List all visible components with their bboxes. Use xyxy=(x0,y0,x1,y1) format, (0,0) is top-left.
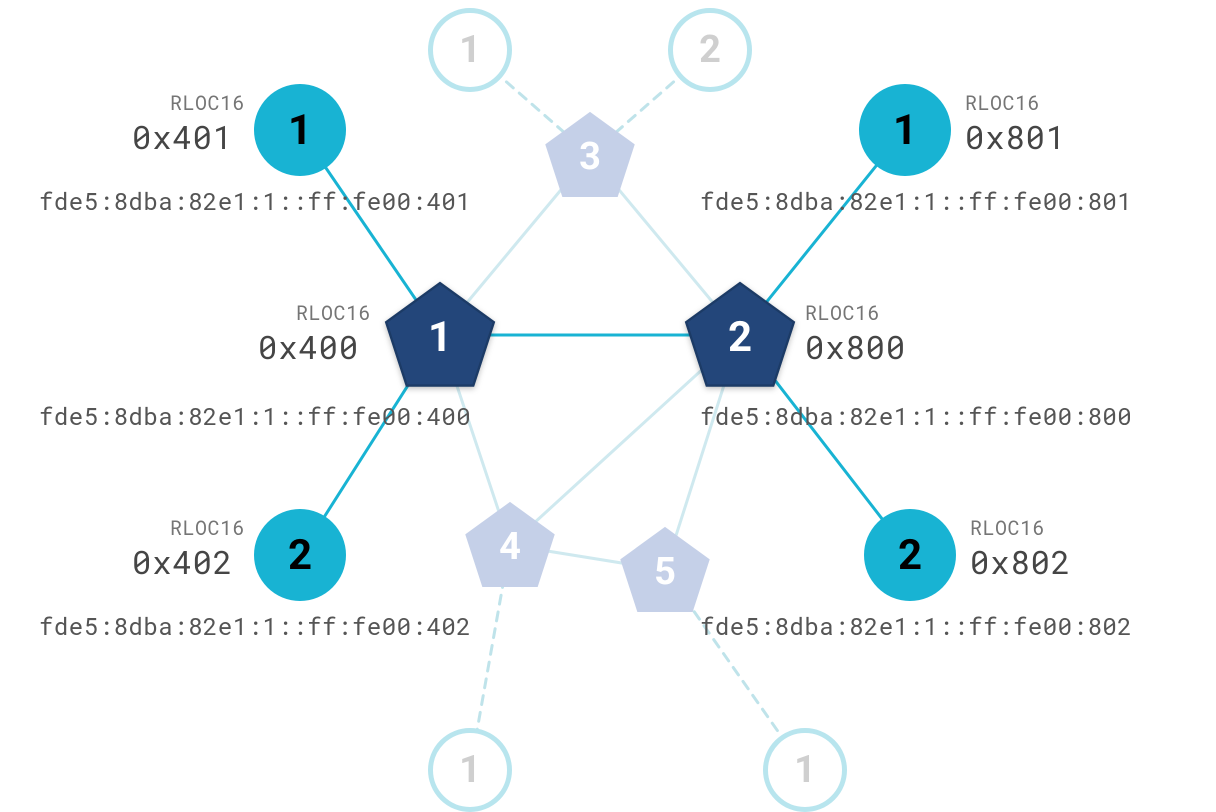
child-node: 1 xyxy=(254,84,346,176)
child-node-label: 2 xyxy=(288,531,312,580)
rloc-caption: RLOC16 xyxy=(170,90,245,116)
child-node-label: 2 xyxy=(699,28,721,72)
router-node-label: 5 xyxy=(654,550,676,594)
router-node: 2 xyxy=(681,276,799,394)
router-node: 3 xyxy=(541,106,639,204)
router-node-label: 1 xyxy=(428,313,452,362)
child-node-label: 1 xyxy=(893,106,917,155)
ipv6-address: fde5:8dba:82e1:1::ff:fe00:400 xyxy=(39,400,471,432)
rloc-caption: RLOC16 xyxy=(805,300,880,326)
router-node: 5 xyxy=(616,521,714,619)
rloc16-value: 0x802 xyxy=(970,540,1071,583)
rloc-caption: RLOC16 xyxy=(296,300,371,326)
child-node-label: 1 xyxy=(459,748,481,792)
child-node: 1 xyxy=(859,84,951,176)
ipv6-address: fde5:8dba:82e1:1::ff:fe00:802 xyxy=(700,610,1132,642)
router-node: 1 xyxy=(381,276,499,394)
rloc-caption: RLOC16 xyxy=(970,515,1045,541)
child-node: 2 xyxy=(864,509,956,601)
ipv6-address: fde5:8dba:82e1:1::ff:fe00:801 xyxy=(700,185,1132,217)
rloc16-value: 0x801 xyxy=(965,115,1066,158)
ipv6-address: fde5:8dba:82e1:1::ff:fe00:800 xyxy=(700,400,1132,432)
rloc-caption: RLOC16 xyxy=(170,515,245,541)
rloc-caption: RLOC16 xyxy=(965,90,1040,116)
ipv6-address: fde5:8dba:82e1:1::ff:fe00:402 xyxy=(39,610,471,642)
child-node-faded: 1 xyxy=(428,728,512,812)
rloc16-value: 0x800 xyxy=(805,325,906,368)
router-node-label: 4 xyxy=(499,525,521,569)
ipv6-address: fde5:8dba:82e1:1::ff:fe00:401 xyxy=(39,185,471,217)
child-node-label: 1 xyxy=(459,28,481,72)
diagram-stage: 1234512121211RLOC160x401fde5:8dba:82e1:1… xyxy=(0,0,1216,812)
child-node-label: 2 xyxy=(898,531,922,580)
router-node: 4 xyxy=(461,496,559,594)
rloc16-value: 0x401 xyxy=(132,115,233,158)
rloc16-value: 0x400 xyxy=(258,325,359,368)
child-node-label: 1 xyxy=(794,748,816,792)
router-node-label: 2 xyxy=(728,313,752,362)
child-node-label: 1 xyxy=(288,106,312,155)
child-node: 2 xyxy=(254,509,346,601)
rloc16-value: 0x402 xyxy=(132,540,233,583)
router-node-label: 3 xyxy=(579,135,601,179)
child-node-faded: 1 xyxy=(763,728,847,812)
child-node-faded: 2 xyxy=(668,8,752,92)
child-node-faded: 1 xyxy=(428,8,512,92)
